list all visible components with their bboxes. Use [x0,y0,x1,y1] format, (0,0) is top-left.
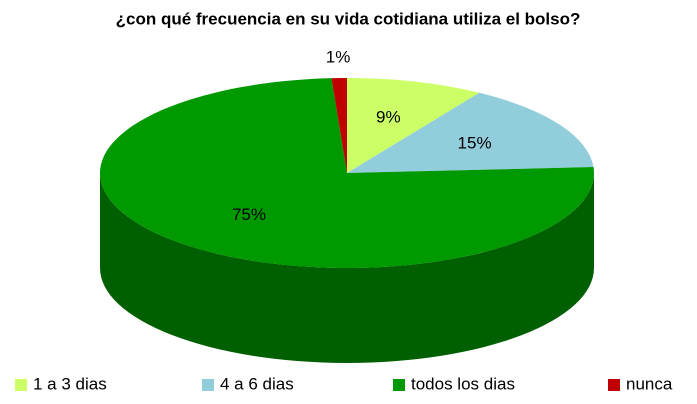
legend-label: 1 a 3 dias [33,374,107,393]
legend-swatch [202,379,214,391]
slice-side [100,173,594,363]
data-label: 1% [326,47,351,66]
data-label: 9% [376,108,401,127]
legend-label: todos los dias [411,374,515,393]
legend-label: nunca [626,374,673,393]
slice [347,92,594,173]
data-label: 75% [232,205,266,224]
slice [99,78,594,268]
slice [331,78,347,173]
chart-title: ¿con qué frecuencia en su vida cotidiana… [116,9,581,28]
legend-label: 4 a 6 dias [220,374,294,393]
slice [347,78,480,173]
legend-swatch [15,379,27,391]
data-label: 15% [458,133,492,152]
legend-swatch [393,379,405,391]
legend-swatch [608,379,620,391]
